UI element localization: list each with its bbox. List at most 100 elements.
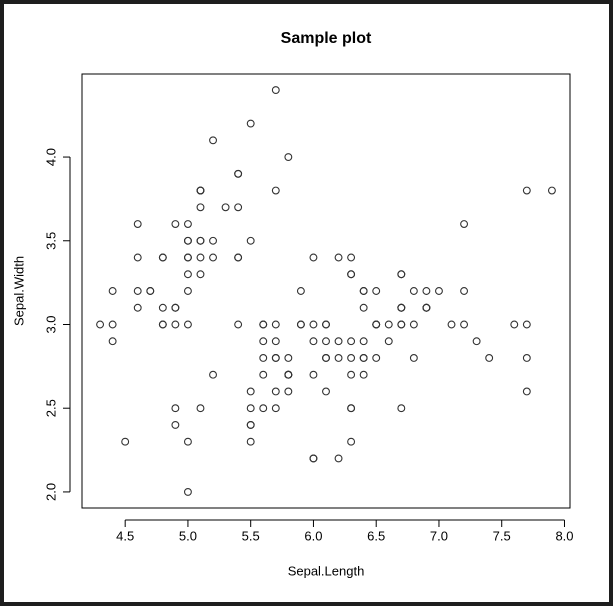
point (183, 270, 192, 279)
point (246, 387, 255, 396)
point (522, 354, 531, 362)
point (133, 220, 142, 228)
point (347, 354, 356, 362)
y-tick-label: 4.0 (43, 148, 58, 166)
point (359, 354, 368, 362)
point (296, 287, 305, 295)
point (259, 354, 268, 362)
point (234, 203, 243, 212)
point (121, 437, 130, 446)
point (334, 454, 343, 463)
point (547, 186, 556, 195)
point (196, 253, 205, 262)
point (234, 320, 243, 329)
point (284, 370, 293, 379)
point (133, 287, 142, 295)
point (422, 303, 431, 312)
point (384, 320, 393, 329)
x-tick-label: 8.0 (555, 528, 573, 543)
point (183, 320, 192, 329)
point (196, 203, 205, 212)
x-tick-label: 7.0 (430, 528, 448, 543)
x-tick-label: 5.5 (242, 528, 260, 543)
y-tick-label: 3.5 (43, 232, 58, 250)
point (359, 370, 368, 379)
point (183, 220, 192, 228)
point (522, 186, 531, 195)
point (183, 253, 192, 262)
point (183, 287, 192, 295)
point (322, 337, 330, 346)
point (359, 303, 368, 312)
x-tick-label: 5.0 (179, 528, 197, 543)
point (196, 404, 205, 413)
point (309, 454, 318, 463)
point (372, 320, 381, 329)
point (246, 236, 255, 245)
point (271, 404, 280, 413)
point (183, 487, 192, 496)
point (309, 370, 318, 379)
point (309, 337, 318, 346)
point (347, 337, 356, 346)
point (347, 270, 356, 279)
point (133, 253, 142, 262)
point (397, 270, 406, 279)
point (259, 404, 268, 413)
point (435, 287, 443, 295)
x-tick-label: 7.5 (493, 528, 511, 543)
point (284, 153, 293, 161)
point (259, 337, 268, 346)
point (146, 287, 155, 295)
point (183, 437, 192, 446)
point (522, 387, 531, 396)
point (409, 320, 418, 329)
point (246, 404, 255, 413)
point (246, 119, 255, 128)
point (108, 337, 117, 346)
point (196, 236, 205, 245)
point (234, 253, 243, 262)
point (460, 287, 469, 295)
point (171, 303, 180, 312)
x-tick-label: 6.5 (367, 528, 385, 543)
point (183, 236, 192, 245)
point (171, 404, 180, 413)
chart-title: Sample plot (281, 30, 372, 47)
x-axis-label: Sepal.Length (288, 563, 365, 578)
point (296, 320, 305, 329)
point (334, 354, 343, 362)
y-tick-label: 3.0 (43, 315, 58, 333)
point (96, 320, 105, 329)
point (347, 253, 356, 262)
point (108, 287, 117, 295)
point (347, 370, 356, 379)
point (397, 303, 406, 312)
point (397, 404, 406, 413)
point (322, 354, 330, 362)
point (397, 320, 406, 329)
point (422, 287, 431, 295)
point (209, 236, 217, 245)
point (246, 421, 255, 429)
point (271, 337, 280, 346)
point (309, 320, 318, 329)
point (372, 287, 381, 295)
point (347, 404, 356, 413)
x-tick-label: 4.5 (116, 528, 134, 543)
point (234, 169, 243, 178)
x-tick-label: 6.0 (304, 528, 322, 543)
point (271, 320, 280, 329)
point (209, 370, 217, 379)
point (372, 354, 381, 362)
point (334, 253, 343, 262)
point (271, 387, 280, 396)
point (271, 86, 280, 95)
point (347, 437, 356, 446)
point (209, 253, 217, 262)
point (108, 320, 117, 329)
point (322, 387, 330, 396)
point (271, 186, 280, 195)
point (259, 370, 268, 379)
